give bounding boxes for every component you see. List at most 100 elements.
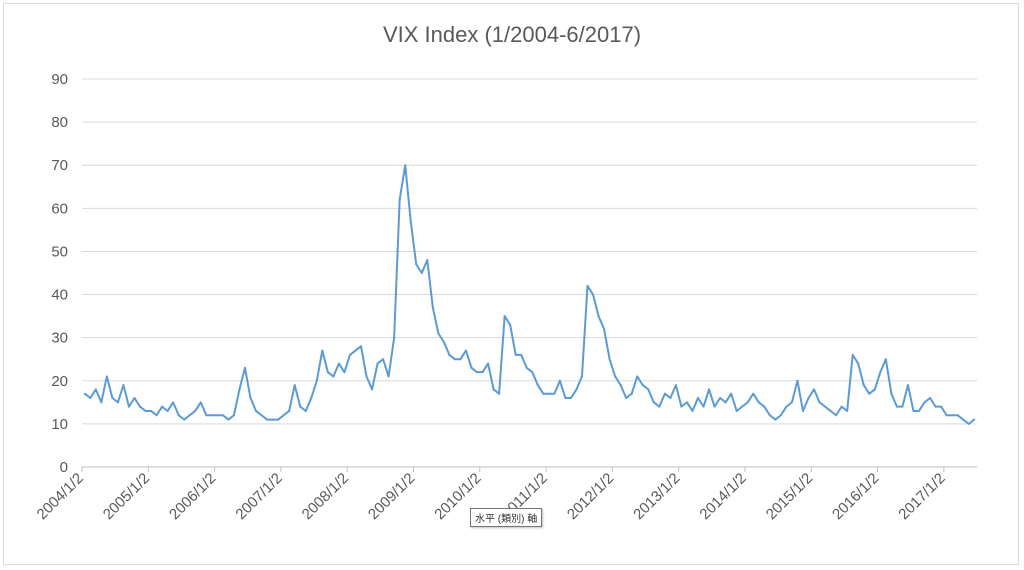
x-tick-label: 2007/1/2 (232, 470, 285, 523)
data-point (393, 336, 396, 339)
data-point (271, 418, 274, 421)
x-tick-label: 2014/1/2 (696, 470, 749, 523)
data-point (83, 392, 86, 395)
data-point (150, 409, 153, 412)
data-point (188, 414, 191, 417)
data-point (354, 349, 357, 352)
data-point (398, 198, 401, 201)
data-point (100, 401, 103, 404)
data-point (420, 272, 423, 274)
data-point (730, 392, 733, 395)
data-point (155, 414, 158, 417)
data-point (641, 384, 644, 387)
data-point (382, 358, 385, 361)
data-point (404, 164, 407, 167)
data-point (133, 397, 136, 400)
data-point (603, 328, 606, 331)
data-point (558, 379, 561, 382)
x-tick-label: 2012/1/2 (564, 470, 617, 523)
data-point (630, 392, 633, 395)
data-point (553, 392, 556, 395)
x-tick-label: 2017/1/2 (895, 470, 948, 523)
data-point (116, 401, 119, 404)
data-point (321, 349, 324, 352)
data-point (166, 409, 169, 412)
data-point (824, 405, 827, 408)
data-point (332, 375, 335, 378)
data-point (625, 397, 628, 400)
data-point (172, 401, 175, 404)
data-point (691, 409, 694, 412)
data-point (122, 384, 125, 387)
data-point (890, 392, 893, 395)
data-point (951, 414, 954, 417)
data-point (840, 405, 843, 408)
x-tick-label: 2004/1/2 (34, 470, 87, 523)
data-point (879, 371, 882, 374)
data-point (569, 397, 572, 400)
data-point (719, 397, 722, 400)
data-point (315, 379, 318, 382)
data-point (846, 409, 849, 412)
data-point (448, 353, 451, 356)
data-point (873, 388, 876, 391)
data-point (249, 397, 252, 400)
data-point (376, 362, 379, 365)
data-point (929, 397, 932, 400)
data-point (348, 353, 351, 356)
data-point (243, 366, 246, 369)
data-point (426, 259, 429, 262)
data-point (509, 323, 512, 326)
data-point (476, 371, 479, 374)
data-point (304, 409, 307, 412)
data-point (697, 397, 700, 400)
y-tick-label: 80 (51, 114, 68, 131)
data-point (868, 392, 871, 395)
data-point (359, 345, 362, 348)
data-point (232, 414, 235, 417)
data-point (647, 388, 650, 391)
data-point (409, 220, 412, 223)
data-point (945, 414, 948, 417)
data-point (464, 349, 467, 352)
data-point (813, 388, 816, 391)
data-point (127, 405, 130, 408)
y-tick-label: 40 (51, 287, 68, 304)
x-tick-label: 2005/1/2 (100, 470, 153, 523)
y-tick-label: 10 (51, 416, 68, 433)
data-point (680, 405, 683, 408)
data-point (227, 418, 230, 421)
data-point (774, 418, 777, 421)
data-point (608, 358, 611, 361)
data-point (790, 401, 793, 404)
data-point (962, 418, 965, 421)
data-point (431, 306, 434, 309)
data-point (387, 375, 390, 378)
data-point (470, 366, 473, 369)
data-point (735, 409, 738, 412)
data-point (901, 405, 904, 408)
data-point (437, 332, 440, 335)
data-point (702, 405, 705, 408)
data-point (310, 397, 313, 400)
data-point (199, 401, 202, 404)
data-point (525, 366, 528, 369)
data-point (337, 362, 340, 365)
data-point (884, 358, 887, 361)
data-point (415, 263, 418, 266)
data-point (746, 401, 749, 404)
data-point (636, 375, 639, 378)
data-point (658, 405, 661, 408)
data-point (652, 401, 655, 404)
data-point (829, 409, 832, 412)
data-point (592, 293, 595, 296)
data-point (503, 315, 506, 318)
data-point (973, 418, 976, 421)
chart-area (3, 3, 1019, 565)
data-point (139, 405, 142, 408)
data-point (818, 401, 821, 404)
data-point (536, 384, 539, 387)
x-tick-label: 2015/1/2 (763, 470, 816, 523)
x-tick-label: 2006/1/2 (166, 470, 219, 523)
